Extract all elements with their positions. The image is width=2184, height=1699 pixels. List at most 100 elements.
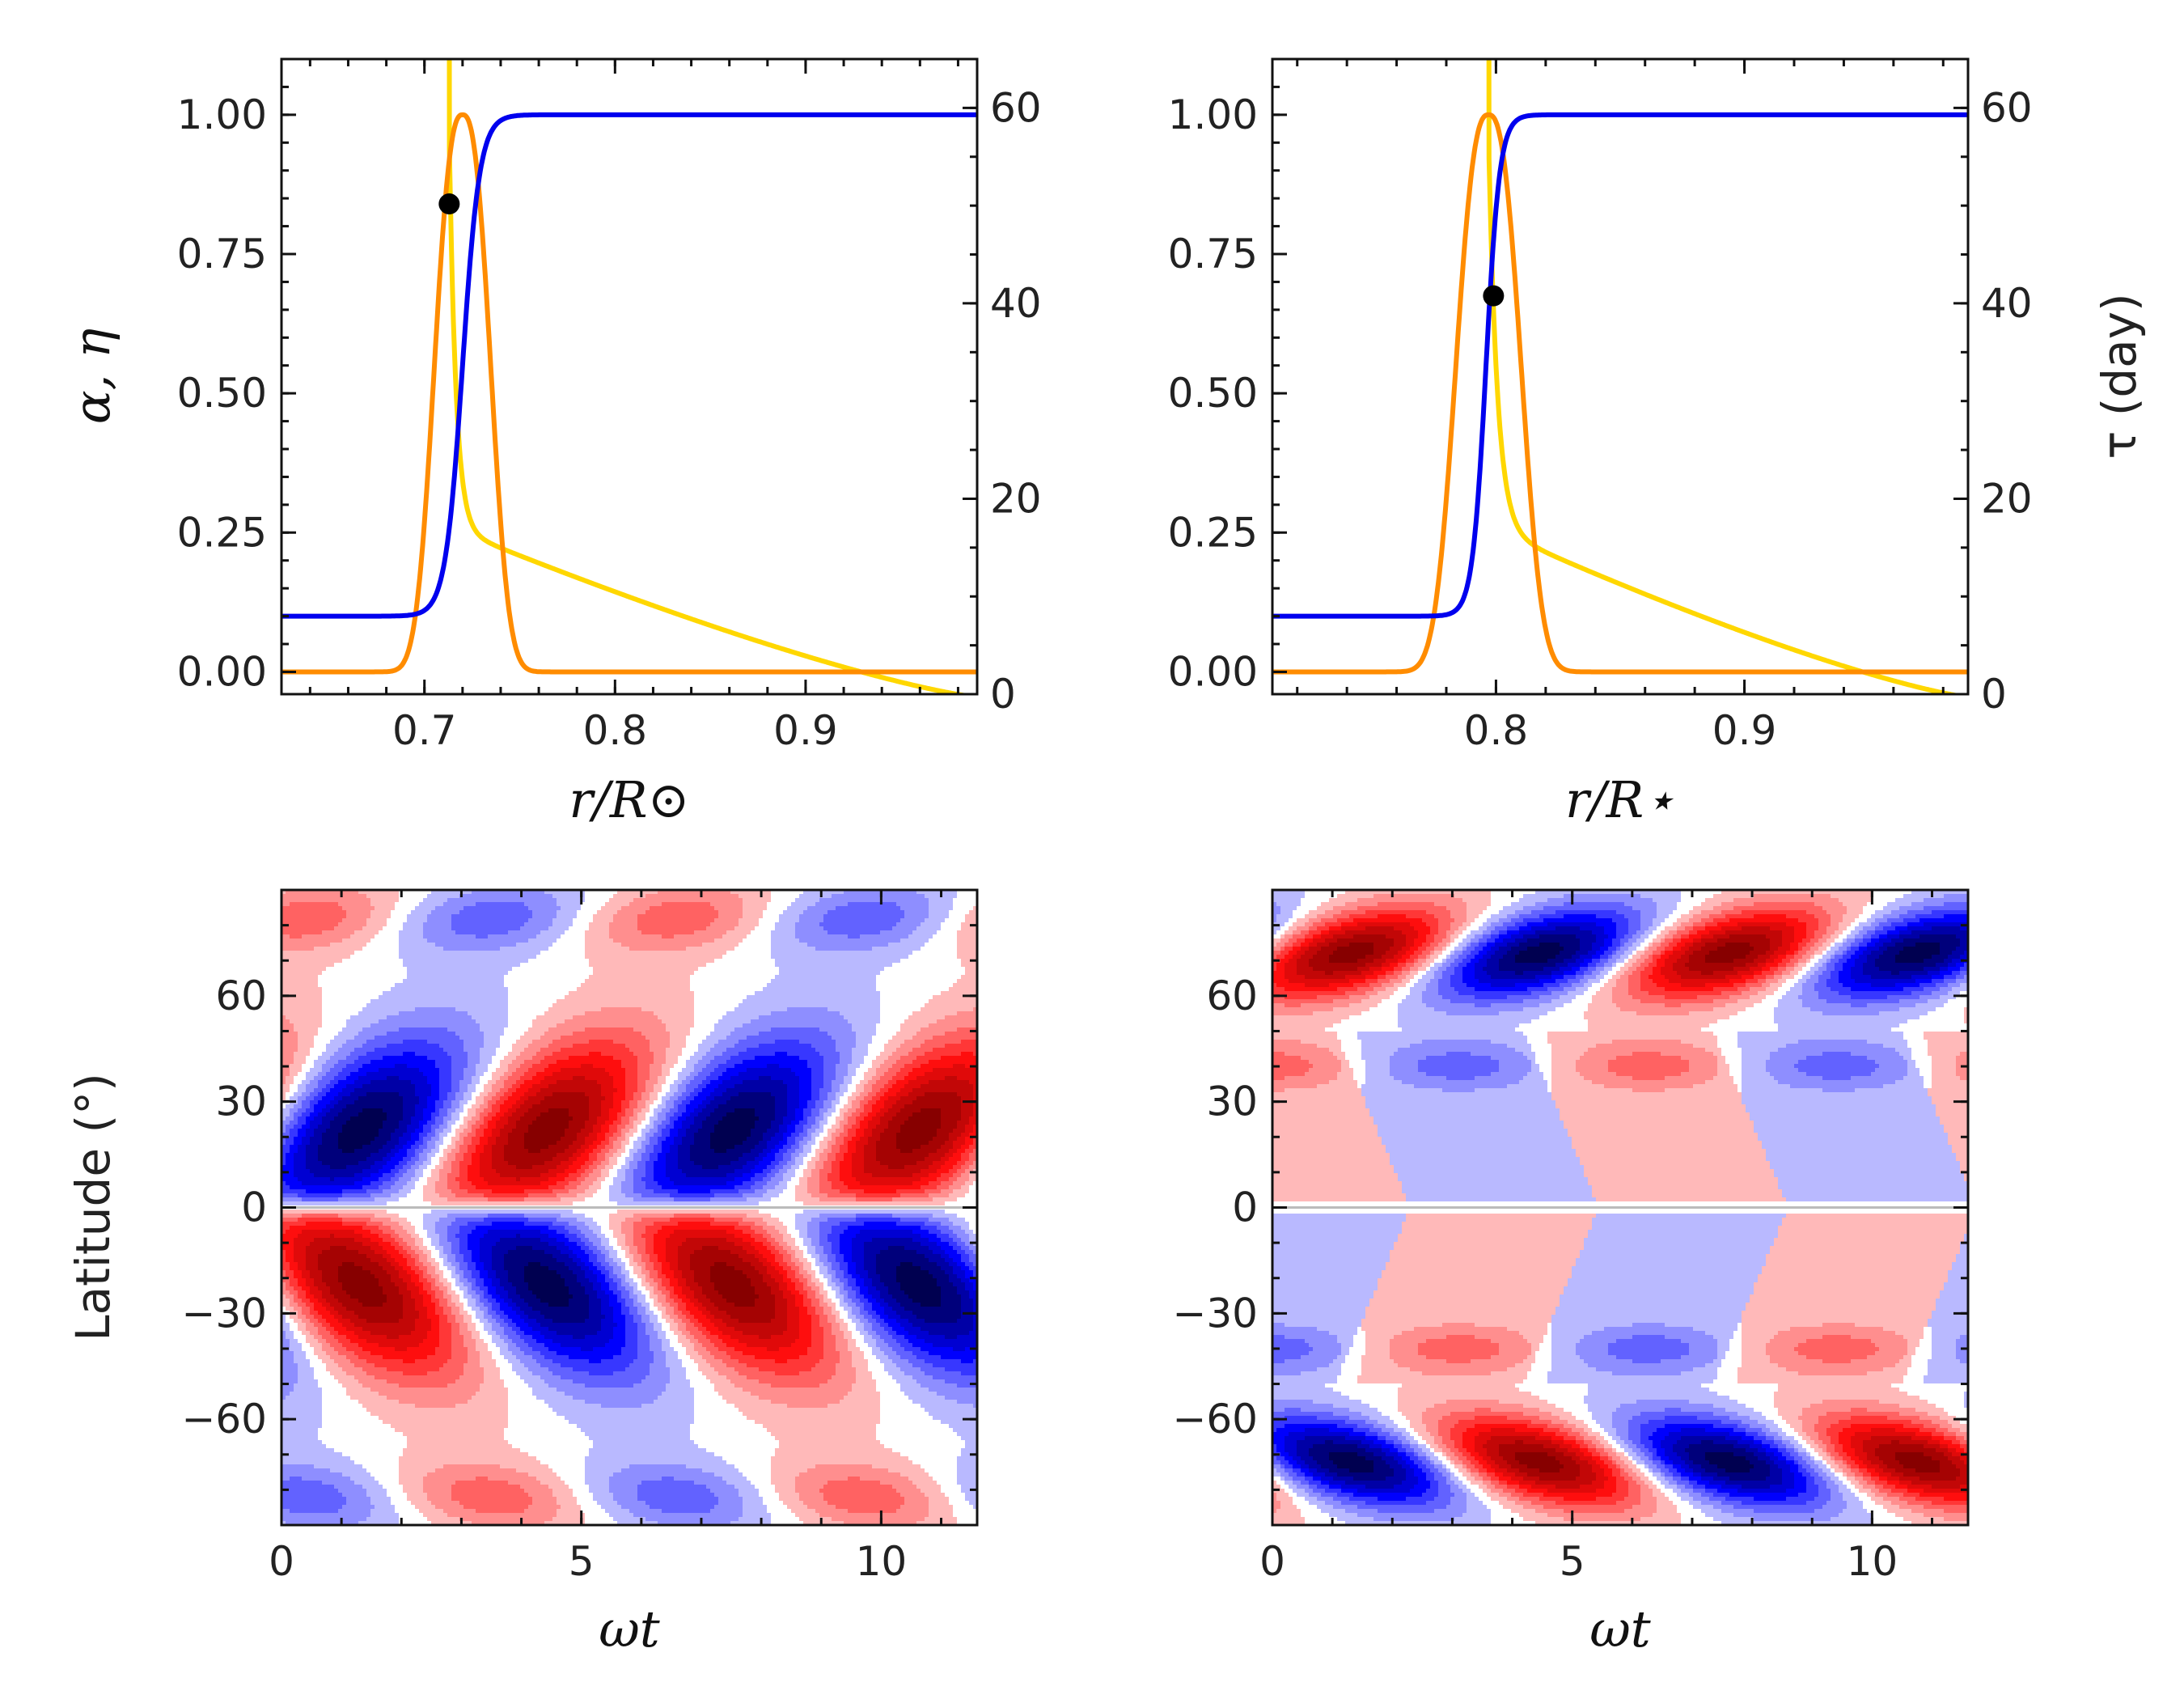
heatmap-cell: [755, 951, 760, 955]
heatmap-cell: [650, 987, 654, 992]
heatmap-cell: [686, 930, 691, 935]
heatmap-cell: [488, 930, 493, 935]
heatmap-cell: [488, 951, 493, 955]
heatmap-cell: [431, 991, 436, 996]
heatmap-cell: [597, 902, 602, 907]
heatmap-cell: [799, 959, 804, 964]
heatmap-cell: [759, 987, 764, 992]
heatmap-cell: [298, 951, 303, 955]
heatmap-cell: [318, 995, 323, 1000]
heatmap-cell: [641, 951, 646, 955]
heatmap-cell: [451, 991, 456, 996]
heatmap-cell: [411, 999, 416, 1004]
heatmap-cell: [654, 983, 658, 988]
heatmap-cell: [540, 951, 545, 955]
heatmap-cell: [480, 926, 485, 931]
heatmap-cell: [488, 967, 493, 972]
heatmap-cell: [302, 999, 307, 1004]
heatmap-cell: [751, 959, 756, 964]
heatmap-cell: [318, 963, 323, 968]
heatmap-cell: [629, 902, 634, 907]
heatmap-cell: [322, 894, 327, 899]
heatmap-cell: [597, 999, 602, 1004]
heatmap-cell: [476, 910, 480, 915]
heatmap-cell: [787, 995, 792, 1000]
heatmap-cell: [949, 963, 954, 968]
heatmap-cell: [888, 906, 893, 911]
heatmap-cell: [674, 955, 679, 960]
heatmap-cell: [678, 979, 683, 984]
heatmap-cell: [585, 995, 590, 1000]
heatmap-cell: [734, 963, 739, 968]
heatmap-cell: [306, 926, 311, 931]
heatmap-cell: [621, 999, 626, 1004]
heatmap-cell: [921, 943, 925, 947]
heatmap-cell: [921, 914, 925, 919]
heatmap-cell: [658, 914, 662, 919]
heatmap-cell: [670, 894, 675, 899]
heatmap-cell: [613, 995, 618, 1000]
heatmap-cell: [334, 898, 339, 903]
heatmap-cell: [621, 983, 626, 988]
heatmap-cell: [710, 987, 715, 992]
heatmap-cell: [524, 947, 529, 951]
heatmap-cell: [743, 926, 747, 931]
heatmap-cell: [925, 930, 929, 935]
heatmap-cell: [868, 979, 873, 984]
heatmap-cell: [427, 947, 432, 951]
heatmap-cell: [690, 991, 695, 996]
heatmap-cell: [650, 926, 654, 931]
heatmap-cell: [650, 991, 654, 996]
heatmap-cell: [694, 898, 699, 903]
heatmap-cell: [597, 934, 602, 939]
heatmap-cell: [330, 991, 335, 996]
heatmap-cell: [791, 991, 796, 996]
heatmap-cell: [383, 914, 387, 919]
heatmap-cell: [540, 979, 545, 984]
heatmap-cell: [524, 898, 529, 903]
heatmap-cell: [823, 898, 828, 903]
heatmap-cell: [641, 914, 646, 919]
heatmap-cell: [730, 959, 735, 964]
heatmap-cell: [876, 926, 881, 931]
heatmap-cell: [387, 987, 392, 992]
heatmap-cell: [868, 983, 873, 988]
heatmap-cell: [706, 987, 711, 992]
heatmap-cell: [427, 910, 432, 915]
heatmap-cell: [965, 910, 970, 915]
heatmap-cell: [751, 906, 756, 911]
heatmap-cell: [443, 922, 448, 927]
heatmap-cell: [500, 951, 505, 955]
heatmap-cell: [900, 914, 905, 919]
heatmap-cell: [544, 902, 549, 907]
heatmap-cell: [832, 898, 836, 903]
heatmap-cell: [945, 938, 950, 943]
heatmap-cell: [674, 963, 679, 968]
heatmap-cell: [690, 910, 695, 915]
heatmap-cell: [941, 991, 946, 996]
heatmap-cell: [342, 995, 347, 1000]
heatmap-cell: [739, 999, 743, 1004]
heatmap-cell: [823, 991, 828, 996]
heatmap-cell: [625, 995, 630, 1000]
heatmap-cell: [852, 991, 857, 996]
heatmap-cell: [860, 995, 865, 1000]
heatmap-cell: [803, 963, 808, 968]
heatmap-cell: [658, 979, 662, 984]
heatmap-cell: [832, 934, 836, 939]
heatmap-cell: [330, 959, 335, 964]
heatmap-cell: [912, 906, 917, 911]
heatmap-cell: [540, 995, 545, 1000]
heatmap-cell: [856, 910, 861, 915]
heatmap-cell: [654, 991, 658, 996]
heatmap-cell: [447, 979, 452, 984]
heatmap-cell: [423, 943, 428, 947]
heatmap-cell: [791, 922, 796, 927]
heatmap-cell: [698, 910, 703, 915]
heatmap-cell: [633, 926, 638, 931]
heatmap-cell: [423, 906, 428, 911]
heatmap-cell: [407, 938, 412, 943]
heatmap-cell: [937, 991, 942, 996]
heatmap-cell: [965, 894, 970, 899]
heatmap-cell: [969, 934, 974, 939]
